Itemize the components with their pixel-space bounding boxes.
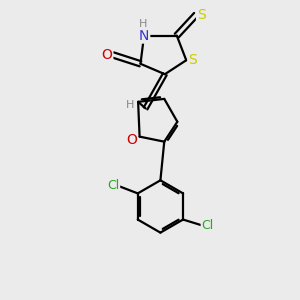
Text: N: N bbox=[139, 28, 149, 43]
Text: H: H bbox=[126, 100, 134, 110]
Text: H: H bbox=[139, 19, 148, 29]
Text: O: O bbox=[126, 133, 137, 147]
Text: S: S bbox=[197, 8, 206, 22]
Text: Cl: Cl bbox=[107, 179, 119, 193]
Text: Cl: Cl bbox=[202, 219, 214, 232]
Text: O: O bbox=[101, 48, 112, 62]
Text: S: S bbox=[188, 53, 197, 67]
